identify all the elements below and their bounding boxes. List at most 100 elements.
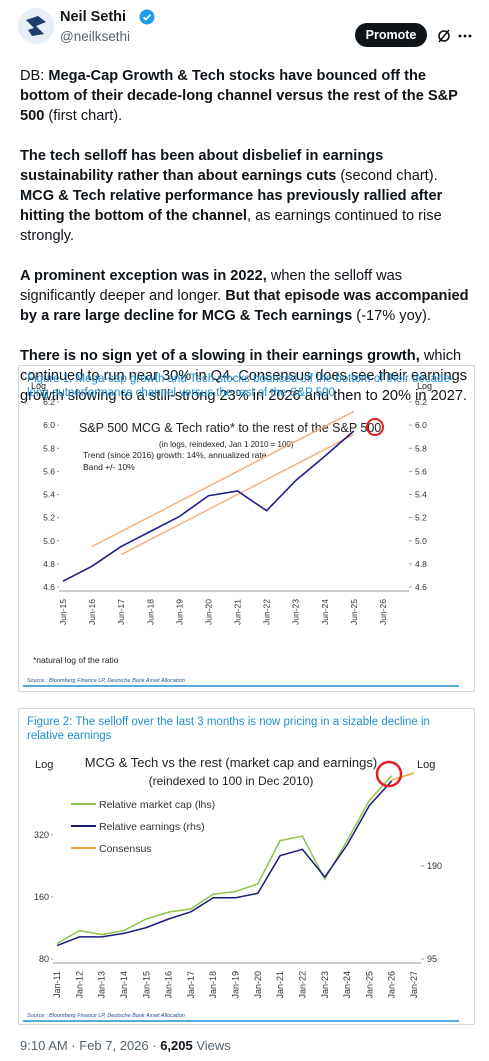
- text-segment: (-17% yoy).: [352, 308, 431, 324]
- x-tick-label: Jun-17: [116, 599, 126, 625]
- paragraph: There is no sign yet of a slowing in the…: [20, 346, 475, 406]
- annotation: Band +/- 10%: [83, 462, 135, 472]
- x-tick-label: Jun-16: [87, 599, 97, 625]
- series-line: [56, 780, 393, 947]
- y-tick-label: 6.0: [43, 420, 55, 430]
- x-tick-label: Jun-26: [378, 599, 388, 625]
- y-tick-label: 5.8: [43, 443, 55, 453]
- text-segment: DB:: [20, 68, 49, 84]
- x-tick-label: Jun-18: [145, 599, 155, 625]
- y-tick-label: 80: [39, 954, 49, 964]
- x-tick-label: Jan-19: [231, 971, 241, 999]
- legend-label: Relative earnings (rhs): [99, 821, 205, 833]
- x-tick-label: Jan-21: [275, 971, 285, 999]
- y2-tick-label: 5.8: [415, 443, 427, 453]
- x-tick-label: Jun-19: [174, 599, 184, 625]
- text-segment: There is no sign yet of a slowing in the…: [20, 348, 420, 364]
- series-line: [391, 772, 415, 781]
- view-count: 6,205: [160, 1038, 193, 1053]
- chart-title: MCG & Tech vs the rest (market cap and e…: [85, 755, 377, 770]
- legend-label: Relative market cap (lhs): [99, 799, 215, 811]
- text-segment: A prominent exception was in 2022,: [20, 268, 267, 284]
- x-tick-label: Jun-23: [291, 599, 301, 625]
- y-tick-label: 320: [34, 830, 49, 840]
- paragraph: The tech selloff has been about disbelie…: [20, 146, 475, 246]
- chart: S&P 500 MCG & Tech ratio* to the rest of…: [23, 381, 459, 687]
- x-tick-label: Jan-18: [208, 971, 218, 999]
- y-tick-label: 160: [34, 892, 49, 902]
- x-tick-label: Jan-26: [387, 971, 397, 999]
- text-segment: , as earnings continued to rise strongly…: [20, 208, 442, 244]
- footnote: *natural log of the ratio: [33, 655, 119, 665]
- x-tick-label: Jan-25: [364, 971, 374, 999]
- figure-2[interactable]: Figure 2: The selloff over the last 3 mo…: [18, 708, 475, 1025]
- figure-1[interactable]: Figure 1: Mega-cap growth and Tech stock…: [18, 365, 475, 692]
- promote-button[interactable]: Promote: [355, 23, 427, 47]
- y-tick-label: 5.4: [43, 490, 55, 500]
- x-tick-label: Jun-24: [320, 599, 330, 625]
- chart-subtitle: (reindexed to 100 in Dec 2010): [149, 774, 314, 788]
- x-tick-label: Jan-16: [164, 971, 174, 999]
- y-axis-label: Log: [31, 381, 46, 391]
- text-segment: (second chart).: [336, 168, 438, 184]
- y-tick-label: 5.0: [43, 536, 55, 546]
- x-tick-label: Jun-25: [349, 599, 359, 625]
- y2-tick-label: 190: [427, 861, 442, 871]
- chart: MCG & Tech vs the rest (market cap and e…: [23, 755, 459, 1022]
- text-segment: (first chart).: [44, 108, 123, 124]
- author-handle[interactable]: @neilksethi: [60, 29, 130, 44]
- legend-label: Consensus: [99, 843, 152, 855]
- x-tick-label: Jan-12: [74, 971, 84, 999]
- y-axis-label: Log: [35, 759, 53, 771]
- y2-axis-label: Log: [417, 759, 435, 771]
- header-icons[interactable]: [436, 26, 480, 46]
- y-tick-label: 4.8: [43, 559, 55, 569]
- y2-tick-label: 5.2: [415, 513, 427, 523]
- x-tick-label: Jun-22: [262, 599, 272, 625]
- x-tick-label: Jan-14: [119, 971, 129, 999]
- y-tick-label: 5.2: [43, 513, 55, 523]
- x-tick-label: Jun-20: [203, 599, 213, 625]
- author-name[interactable]: Neil Sethi: [60, 9, 127, 25]
- annotation: Trend (since 2016) growth: 14%, annualiz…: [83, 450, 267, 460]
- text-segment: But that episode was accompanied by a ra…: [20, 288, 469, 324]
- chart-subtitle: (in logs, reindexed, Jan 1 2010 = 100): [159, 440, 294, 449]
- y2-tick-label: 4.8: [415, 559, 427, 569]
- x-tick-label: Jan-13: [97, 971, 107, 999]
- y2-tick-label: 5.6: [415, 466, 427, 476]
- views-label: Views: [192, 1038, 231, 1053]
- x-tick-label: Jun-15: [58, 599, 68, 625]
- x-tick-label: Jan-11: [52, 971, 62, 998]
- y2-tick-label: 5.0: [415, 536, 427, 546]
- x-tick-label: Jan-23: [320, 971, 330, 999]
- chart-title: S&P 500 MCG & Tech ratio* to the rest of…: [79, 421, 381, 435]
- source: Source : Bloomberg Finance LP, Deutsche …: [27, 1013, 185, 1019]
- paragraph: DB: Mega-Cap Growth & Tech stocks have b…: [20, 66, 475, 126]
- y-tick-label: 4.6: [43, 582, 55, 592]
- y2-tick-label: 95: [427, 954, 437, 964]
- text-segment: MCG & Tech relative performance has prev…: [20, 188, 443, 224]
- text-segment: Mega-Cap Growth & Tech stocks have bounc…: [20, 68, 458, 124]
- avatar[interactable]: [18, 8, 54, 44]
- x-tick-label: Jan-17: [186, 971, 196, 999]
- series-line: [120, 433, 355, 556]
- y-tick-label: 5.6: [43, 466, 55, 476]
- highlight-circle: [375, 760, 403, 788]
- x-tick-label: Jan-27: [409, 971, 419, 999]
- y-tick-label: 6.2: [43, 397, 55, 407]
- series-line: [91, 410, 355, 548]
- figure-caption: Figure 1: Mega-cap growth and Tech stock…: [27, 373, 454, 399]
- x-tick-label: Jan-15: [141, 971, 151, 999]
- y2-tick-label: 6.2: [415, 397, 427, 407]
- y2-axis-label: Log: [417, 381, 432, 391]
- text-segment: when the selloff was significantly deepe…: [20, 268, 403, 304]
- paragraph: A prominent exception was in 2022, when …: [20, 266, 475, 326]
- y2-tick-label: 4.6: [415, 582, 427, 592]
- y2-tick-label: 6.0: [415, 420, 427, 430]
- series-line: [62, 430, 355, 582]
- avatar-logo: [26, 16, 46, 36]
- x-tick-label: Jan-20: [253, 971, 263, 999]
- timestamp: 9:10 AM · Feb 7, 2026 ·: [20, 1038, 161, 1053]
- x-tick-label: Jun-21: [233, 599, 243, 625]
